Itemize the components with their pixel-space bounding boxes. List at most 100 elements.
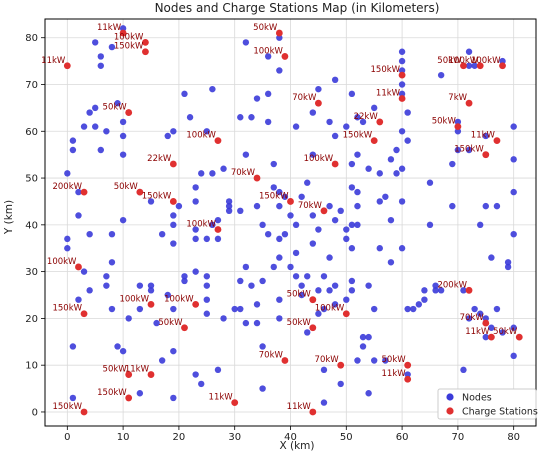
- charge-station-label: 11kW: [465, 327, 490, 337]
- node-point: [326, 287, 333, 294]
- node-point: [69, 146, 77, 154]
- node-point: [220, 165, 227, 172]
- charge-station-point: [169, 160, 177, 168]
- node-point: [331, 132, 339, 140]
- node-point: [103, 273, 110, 280]
- node-point: [75, 212, 82, 219]
- node-point: [276, 202, 283, 210]
- node-point: [348, 90, 356, 98]
- node-point: [86, 230, 93, 238]
- node-point: [304, 179, 311, 186]
- charge-station-label: 100kW: [471, 56, 501, 66]
- charge-station-label: 150kW: [52, 402, 82, 412]
- node-point: [186, 114, 194, 121]
- node-point: [365, 282, 372, 289]
- node-point: [103, 128, 110, 135]
- node-point: [454, 146, 462, 154]
- node-point: [348, 287, 356, 294]
- x-axis-label: X (km): [279, 440, 314, 452]
- node-point: [326, 118, 333, 126]
- node-point: [382, 357, 389, 364]
- node-point: [170, 347, 177, 355]
- node-point: [404, 109, 411, 116]
- charge-station-label: 70kW: [259, 351, 284, 361]
- node-point: [192, 371, 199, 378]
- node-point: [153, 319, 160, 327]
- node-point: [242, 319, 250, 327]
- node-point: [365, 165, 372, 172]
- node-point: [231, 305, 238, 313]
- chart-title: Nodes and Charge Stations Map (in Kilome…: [155, 1, 440, 15]
- node-point: [370, 104, 378, 112]
- charge-station-point: [465, 286, 473, 294]
- charge-station-label: 70kW: [292, 93, 317, 103]
- node-point: [499, 329, 506, 336]
- charge-station-point: [331, 160, 339, 168]
- node-point: [504, 259, 512, 266]
- node-point: [69, 343, 77, 350]
- node-point: [242, 39, 250, 46]
- node-point: [270, 184, 277, 191]
- charge-station-label: 50kW: [103, 365, 128, 375]
- node-point: [119, 347, 127, 355]
- charge-station-point: [119, 29, 127, 37]
- node-point: [432, 282, 439, 289]
- charge-station-point: [147, 371, 155, 378]
- node-point: [398, 165, 406, 172]
- charge-station-point: [314, 99, 322, 107]
- charge-station-label: 100kW: [114, 32, 144, 42]
- node-point: [220, 315, 227, 322]
- charge-station-label: 7kW: [448, 93, 467, 103]
- legend-node-marker: [446, 393, 454, 401]
- node-point: [225, 202, 233, 210]
- charge-station-point: [454, 123, 462, 130]
- node-point: [264, 230, 272, 238]
- charge-station-label: 100kW: [186, 131, 216, 141]
- node-point: [421, 296, 428, 303]
- y-tick-label: 40: [25, 220, 38, 231]
- y-axis-label: Y (km): [3, 200, 15, 235]
- node-point: [331, 301, 339, 308]
- node-point: [253, 202, 261, 210]
- node-point: [248, 282, 255, 289]
- node-point: [276, 315, 283, 322]
- charge-station-point: [398, 71, 406, 79]
- node-point: [398, 198, 406, 205]
- node-point: [264, 53, 272, 60]
- node-point: [119, 118, 127, 126]
- charge-station-label: 50kW: [103, 103, 128, 113]
- node-point: [348, 221, 356, 229]
- charge-station-point: [309, 408, 317, 416]
- node-point: [203, 282, 211, 289]
- charge-station-point: [80, 188, 88, 196]
- node-point: [237, 207, 244, 215]
- charge-station-point: [136, 188, 144, 196]
- node-point: [292, 249, 300, 257]
- node-point: [69, 137, 77, 144]
- charge-station-point: [281, 357, 289, 364]
- node-point: [276, 188, 283, 196]
- charge-station-point: [376, 118, 384, 126]
- node-point: [170, 221, 177, 229]
- node-point: [214, 216, 222, 224]
- node-point: [248, 114, 255, 121]
- node-point: [281, 230, 289, 238]
- node-point: [488, 324, 495, 331]
- charge-station-label: 50kW: [287, 290, 312, 300]
- charge-station-label: 100kW: [164, 294, 194, 304]
- node-point: [387, 259, 395, 266]
- node-point: [298, 282, 305, 289]
- x-tick-label: 80: [507, 432, 520, 443]
- charge-station-point: [287, 198, 294, 205]
- y-tick-label: 70: [25, 80, 38, 91]
- node-point: [326, 254, 333, 261]
- node-point: [393, 170, 400, 177]
- node-point: [298, 193, 305, 200]
- node-point: [86, 109, 93, 116]
- node-point: [387, 156, 395, 163]
- node-point: [398, 128, 406, 135]
- node-point: [225, 207, 233, 215]
- node-point: [449, 202, 456, 210]
- charge-station-point: [460, 62, 467, 70]
- node-point: [292, 273, 300, 280]
